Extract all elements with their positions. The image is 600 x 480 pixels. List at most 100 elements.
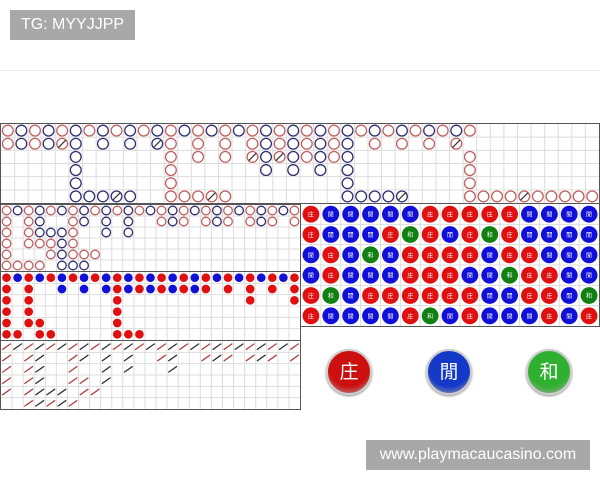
banker-mark (267, 205, 278, 216)
player-mark (69, 124, 82, 137)
banker-mark (28, 124, 42, 137)
banker-mark (267, 273, 277, 283)
banker-mark (24, 318, 34, 328)
player-mark (395, 124, 408, 137)
player-bead: 閒 (362, 226, 379, 243)
banker-bead: 庄 (381, 226, 399, 243)
banker-mark (2, 284, 11, 294)
player-bead: 閒 (580, 246, 598, 264)
player-mark (190, 273, 200, 283)
player-button[interactable]: 閒 (426, 349, 472, 395)
player-mark (314, 164, 327, 177)
banker-mark (23, 260, 34, 271)
player-bead: 閒 (540, 246, 558, 264)
player-bead: 閒 (381, 307, 399, 325)
tie-bead: 和 (421, 307, 439, 325)
player-mark (168, 273, 177, 283)
banker-mark (28, 137, 42, 150)
banker-mark (68, 273, 78, 283)
svg-text:閒: 閒 (368, 212, 374, 219)
player-mark (123, 205, 134, 216)
player-mark (234, 343, 244, 351)
player-mark (395, 190, 408, 203)
player-bead: 閒 (560, 307, 578, 325)
svg-text:庄: 庄 (328, 272, 334, 280)
tie-button[interactable]: 和 (526, 349, 572, 395)
svg-text:閒: 閒 (566, 232, 572, 239)
banker-mark (23, 238, 34, 249)
small-road-panel (0, 271, 301, 341)
banker-mark (223, 284, 233, 294)
player-mark (124, 137, 137, 150)
svg-text:和: 和 (407, 231, 413, 239)
banker-mark (1, 260, 12, 271)
player-mark (79, 205, 90, 216)
banker-mark (1, 216, 12, 227)
banker-bead: 庄 (401, 307, 419, 325)
banker-mark (156, 205, 167, 216)
player-mark (79, 284, 89, 294)
player-mark (145, 205, 156, 216)
svg-text:閒: 閒 (586, 212, 592, 219)
player-mark (124, 273, 133, 283)
banker-mark (110, 124, 123, 137)
banker-mark (1, 124, 14, 137)
svg-text:閒: 閒 (387, 252, 393, 259)
banker-mark (245, 273, 255, 283)
player-bead: 閒 (461, 266, 479, 284)
big-road-panel (0, 123, 600, 204)
banker-mark (23, 216, 34, 227)
svg-text:庄: 庄 (467, 231, 473, 239)
banker-mark (23, 227, 34, 238)
svg-text:庄: 庄 (407, 251, 413, 259)
svg-text:庄: 庄 (487, 211, 493, 219)
banker-mark (223, 354, 233, 362)
banker-mark (79, 388, 89, 396)
banker-mark (205, 190, 218, 203)
svg-text:閒: 閒 (586, 273, 592, 280)
player-mark (56, 260, 67, 271)
banker-mark (436, 124, 449, 137)
banker-mark (112, 343, 122, 351)
svg-text:閒: 閒 (308, 252, 314, 259)
player-mark (123, 354, 134, 362)
player-mark (278, 205, 289, 216)
player-bead: 閒 (540, 226, 558, 243)
player-mark (124, 190, 137, 203)
player-mark (211, 205, 222, 216)
svg-text:閒: 閒 (447, 313, 453, 320)
svg-text:閒: 閒 (387, 273, 393, 280)
banker-mark (68, 399, 78, 407)
svg-text:庄: 庄 (447, 292, 453, 300)
player-mark (256, 205, 267, 216)
svg-text:閒: 閒 (526, 313, 532, 320)
banker-mark (201, 284, 211, 294)
banker-mark (112, 329, 122, 339)
svg-text:閒: 閒 (586, 232, 592, 239)
banker-button[interactable]: 庄 (326, 349, 372, 395)
banker-mark (572, 190, 585, 203)
player-mark (79, 354, 89, 362)
banker-mark (134, 343, 145, 351)
svg-text:庄: 庄 (308, 211, 314, 219)
banker-mark (463, 124, 476, 137)
banker-mark (68, 249, 78, 260)
svg-text:閒: 閒 (368, 232, 374, 239)
banker-mark (267, 354, 278, 362)
banker-bead: 庄 (421, 226, 439, 243)
svg-text:閒: 閒 (348, 293, 354, 300)
banker-mark (79, 249, 90, 260)
player-mark (12, 343, 23, 351)
banker-mark (24, 284, 34, 294)
banker-mark (112, 284, 122, 294)
cockroach-road-panel (0, 340, 301, 410)
banker-mark (2, 318, 11, 328)
player-bead: 閒 (580, 266, 598, 284)
banker-mark (463, 177, 476, 190)
svg-text:庄: 庄 (427, 251, 433, 259)
player-mark (259, 164, 273, 177)
player-mark (259, 150, 273, 163)
player-mark (256, 343, 266, 351)
banker-mark (409, 124, 422, 137)
player-mark (167, 354, 178, 362)
